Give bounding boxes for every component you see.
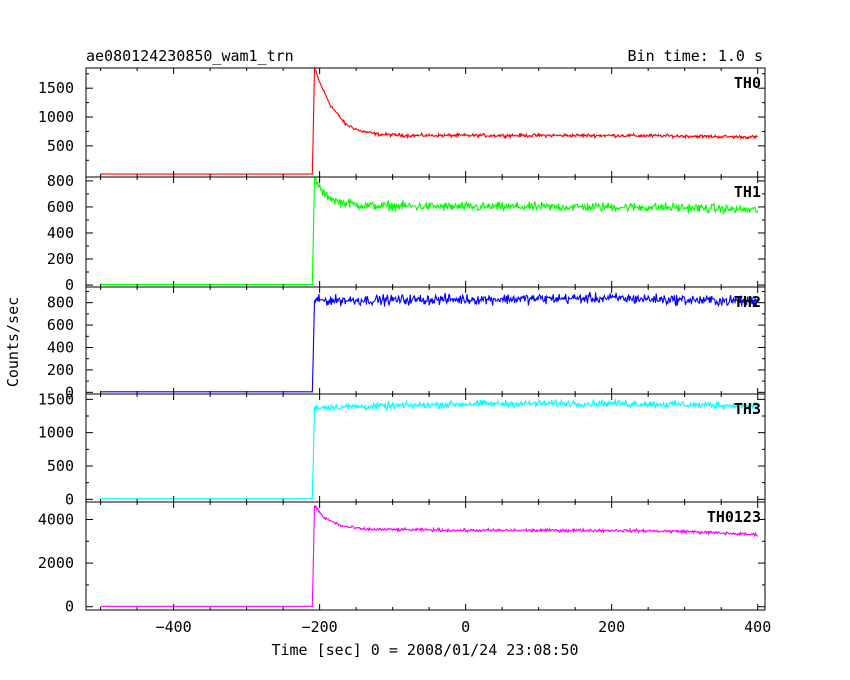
panel-th2: 0 200 400 600 800 TH2 <box>47 286 766 401</box>
y-tick-label: 0 <box>65 598 74 616</box>
panel-th1: 0 200 400 600 800 TH1 <box>47 172 766 294</box>
panel-th3: 0 500 1000 1500 TH3 <box>38 390 766 508</box>
panel-frame <box>85 393 766 503</box>
y-tick-label: 800 <box>47 172 74 190</box>
series-line-th0123 <box>100 504 759 607</box>
panel-frame <box>85 176 766 288</box>
panel-th0123: 0 2000 4000 TH0123 <box>38 501 766 616</box>
panel-frame <box>85 501 766 611</box>
series-line-th0 <box>100 66 758 175</box>
panel-frame <box>85 67 766 178</box>
series-line-th2 <box>100 291 759 393</box>
y-tick-label: 0 <box>65 276 74 294</box>
bin-time-label: Bin time: 1.0 s <box>628 47 763 65</box>
y-tick-label: 400 <box>47 339 74 357</box>
y-tick-label: 600 <box>47 198 74 216</box>
y-tick-label: 200 <box>47 250 74 268</box>
x-tick-label: 400 <box>744 618 771 636</box>
panel-label: TH3 <box>734 400 761 418</box>
y-tick-label: 1000 <box>38 424 74 442</box>
y-tick-label: 500 <box>47 457 74 475</box>
panel-label: TH0 <box>734 74 761 92</box>
series-line-th3 <box>100 398 759 500</box>
chart-title: ae080124230850_wam1_trn <box>86 47 294 65</box>
y-tick-label: 800 <box>47 294 74 312</box>
panel-label: TH1 <box>734 183 761 201</box>
y-tick-label: 600 <box>47 316 74 334</box>
panels: 500 1000 1500 TH0 0 200 400 600 800 TH1 0 200 400 600… <box>38 66 771 636</box>
y-tick-label: 200 <box>47 361 74 379</box>
y-tick-label: 400 <box>47 224 74 242</box>
y-tick-label: 1000 <box>38 108 74 126</box>
x-tick-label: 200 <box>598 618 625 636</box>
panel-th0: 500 1000 1500 TH0 <box>38 66 766 178</box>
y-tick-label: 2000 <box>38 554 74 572</box>
x-tick-label: −400 <box>156 618 192 636</box>
x-tick-label: −200 <box>302 618 338 636</box>
y-tick-label: 500 <box>47 137 74 155</box>
panel-label: TH2 <box>734 293 761 311</box>
y-tick-label: 1500 <box>38 390 74 408</box>
y-tick-label: 4000 <box>38 510 74 528</box>
y-tick-label: 0 <box>65 490 74 508</box>
x-tick-label: 0 <box>461 618 470 636</box>
y-axis-label: Counts/sec <box>4 297 22 387</box>
panel-label: TH0123 <box>707 508 761 526</box>
x-axis-label: Time [sec] 0 = 2008/01/24 23:08:50 <box>271 641 578 659</box>
series-line-th1 <box>100 176 759 285</box>
y-tick-label: 0 <box>65 383 74 401</box>
y-tick-label: 1500 <box>38 79 74 97</box>
